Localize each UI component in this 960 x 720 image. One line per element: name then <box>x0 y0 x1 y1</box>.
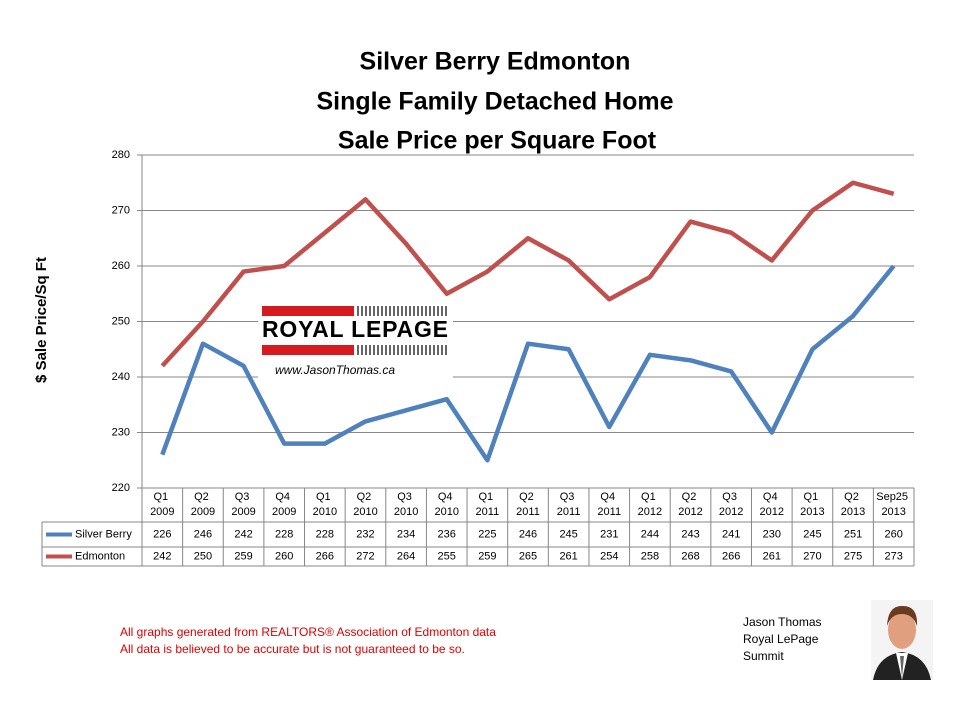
y-tick-label: 240 <box>112 371 130 383</box>
logo-url: www.JasonThomas.ca <box>275 363 395 377</box>
chart-title: Single Family Detached Home <box>316 88 673 116</box>
x-tick-label: Q2 2013 <box>841 491 865 518</box>
note: All graphs generated from REALTORS® Asso… <box>120 625 496 639</box>
table-value: 260 <box>275 550 293 562</box>
table-value: 251 <box>844 528 862 540</box>
y-tick-label: 250 <box>112 315 130 327</box>
x-tick-label: Q3 2012 <box>719 491 743 518</box>
table-value: 226 <box>153 528 171 540</box>
table-value: 228 <box>316 528 334 540</box>
table-value: 270 <box>803 550 821 562</box>
table-value: 266 <box>316 550 334 562</box>
table-value: 225 <box>478 528 496 540</box>
table-value: 259 <box>234 550 252 562</box>
table-value: 255 <box>438 550 456 562</box>
note: All data is believed to be accurate but … <box>120 642 465 656</box>
table-value: 260 <box>885 528 903 540</box>
table-value: 266 <box>722 550 740 562</box>
table-value: 241 <box>722 528 740 540</box>
table-value: 228 <box>275 528 293 540</box>
logo-stripes <box>357 306 447 355</box>
x-tick-label: Q2 2011 <box>516 491 540 518</box>
photo-face <box>888 611 916 649</box>
series-line <box>160 264 896 463</box>
table-value: 245 <box>803 528 821 540</box>
x-tick-label: Q4 2009 <box>272 491 296 518</box>
chart-title: Sale Price per Square Foot <box>338 127 657 155</box>
y-tick-label: 270 <box>112 204 130 216</box>
photo <box>871 600 933 680</box>
table-value: 258 <box>641 550 659 562</box>
table-value: 234 <box>397 528 415 540</box>
table-value: 246 <box>194 528 212 540</box>
x-tick-label: Q2 2010 <box>353 491 377 518</box>
signature: Jason Thomas <box>743 615 822 629</box>
x-tick-label: Sep25 2013 <box>876 491 911 518</box>
x-tick-label: Q2 2012 <box>678 491 702 518</box>
table-value: 243 <box>681 528 699 540</box>
table-value: 259 <box>478 550 496 562</box>
signature: Royal LePage <box>743 632 819 646</box>
x-tick-label: Q3 2010 <box>394 491 418 518</box>
y-tick-label: 280 <box>112 149 130 161</box>
x-tick-label: Q1 2011 <box>476 491 500 518</box>
photo-hair <box>887 605 918 626</box>
table-value: 273 <box>885 550 903 562</box>
logo-bar <box>262 306 354 316</box>
table-value: 250 <box>194 550 212 562</box>
x-tick-label: Q3 2009 <box>231 491 255 518</box>
logo-brand: ROYAL LEPAGE <box>262 316 448 342</box>
x-tick-label: Q4 2012 <box>760 491 784 518</box>
table-value: 242 <box>153 550 171 562</box>
x-tick-label: Q1 2012 <box>638 491 662 518</box>
table-value: 254 <box>600 550 618 562</box>
legend-label: Edmonton <box>75 550 125 562</box>
table-value: 261 <box>763 550 781 562</box>
table-value: 268 <box>681 550 699 562</box>
table-value: 246 <box>519 528 537 540</box>
x-tick-label: Q4 2011 <box>597 491 621 518</box>
logo: ROYAL LEPAGE www.JasonThomas.ca <box>258 303 453 380</box>
table-value: 231 <box>600 528 618 540</box>
table-value: 232 <box>356 528 374 540</box>
table-value: 245 <box>559 528 577 540</box>
table-value: 275 <box>844 550 862 562</box>
table-value: 236 <box>438 528 456 540</box>
x-tick-label: Q3 2011 <box>557 491 581 518</box>
x-tick-label: Q1 2009 <box>150 491 174 518</box>
table-value: 242 <box>234 528 252 540</box>
x-tick-label: Q2 2009 <box>191 491 215 518</box>
series-line <box>160 180 895 368</box>
y-tick-label: 260 <box>112 260 130 272</box>
y-axis-label: $ Sale Price/Sq Ft <box>33 257 50 383</box>
table-value: 261 <box>559 550 577 562</box>
x-tick-label: Q1 2010 <box>313 491 337 518</box>
table-value: 265 <box>519 550 537 562</box>
table-value: 244 <box>641 528 659 540</box>
table-value: 264 <box>397 550 415 562</box>
signature: Summit <box>743 649 784 663</box>
legend-label: Silver Berry <box>75 528 132 540</box>
y-tick-label: 230 <box>112 426 130 438</box>
chart-title: Silver Berry Edmonton <box>360 48 631 76</box>
logo-bar <box>262 345 354 355</box>
y-tick-label: 220 <box>112 482 130 494</box>
table-value: 230 <box>763 528 781 540</box>
table-value: 272 <box>356 550 374 562</box>
x-tick-label: Q1 2013 <box>800 491 824 518</box>
x-tick-label: Q4 2010 <box>434 491 458 518</box>
photo-tie <box>900 656 904 678</box>
